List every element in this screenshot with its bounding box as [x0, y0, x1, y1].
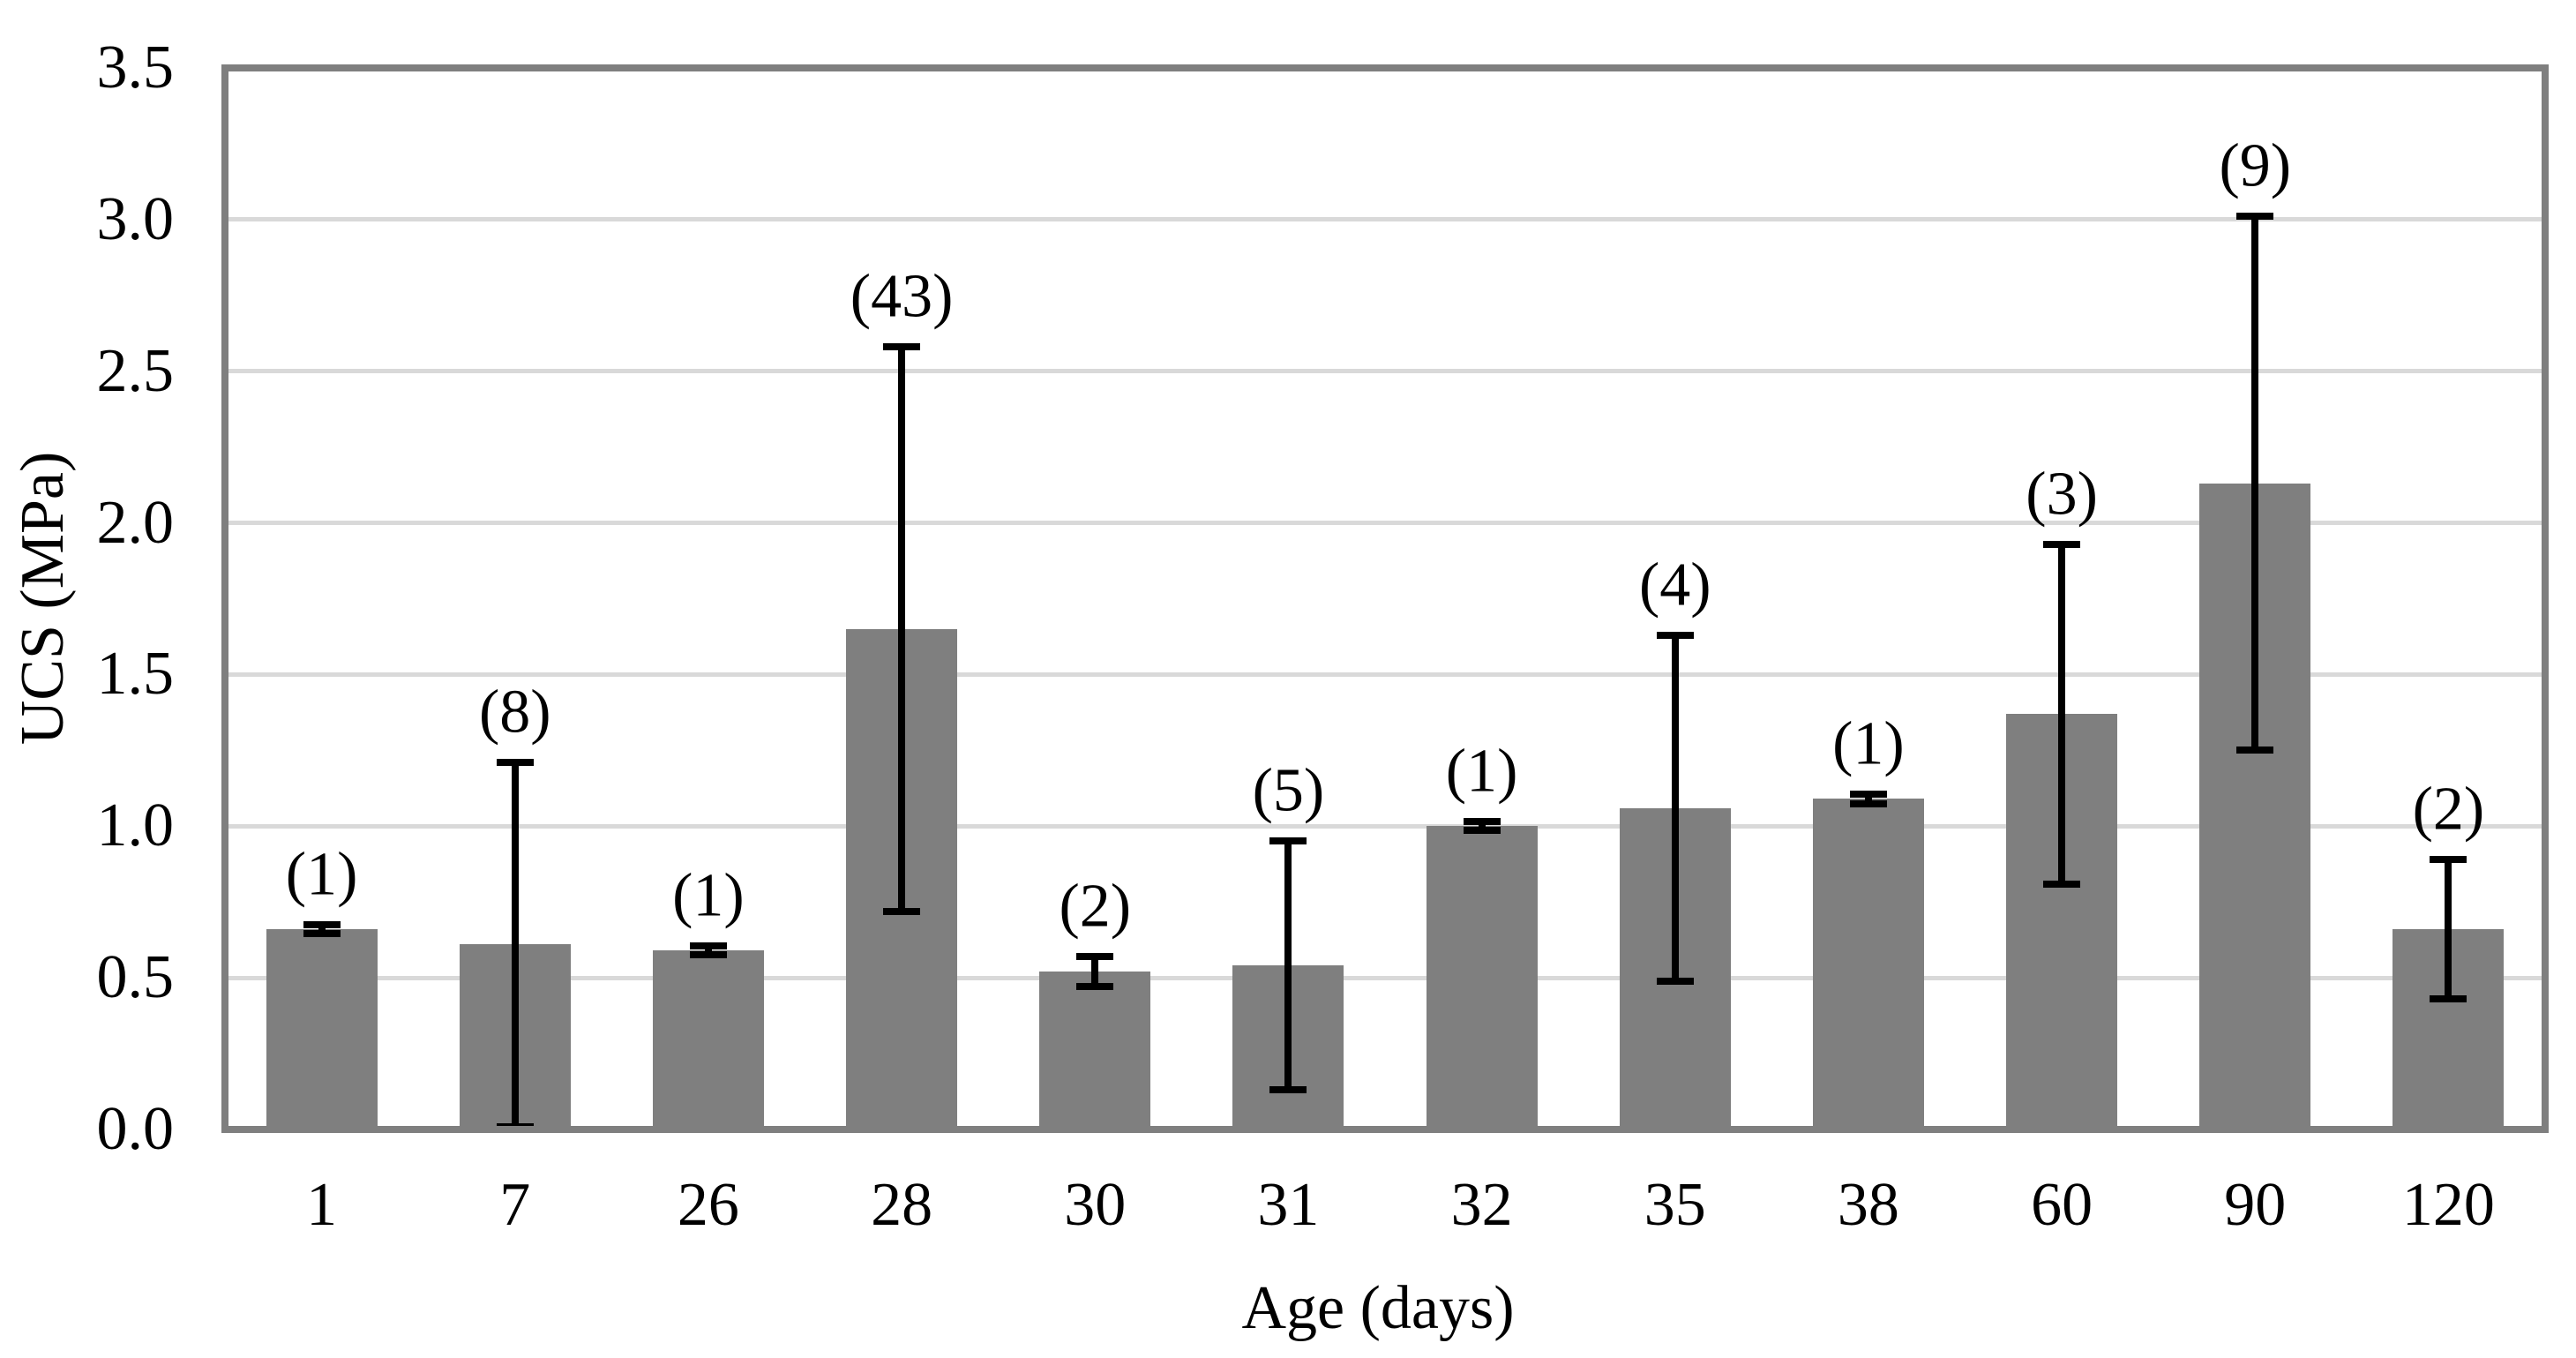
- bar-count-label: (1): [1445, 737, 1518, 806]
- bar-count-label: (1): [285, 840, 358, 909]
- x-tick-label: 35: [1644, 1171, 1706, 1239]
- error-bar-line: [1284, 841, 1292, 1091]
- gridline: [228, 521, 2542, 526]
- y-tick-label: 1.5: [96, 640, 175, 709]
- error-bar-line: [1478, 822, 1486, 831]
- bar-count-label: (4): [1638, 551, 1711, 619]
- bar-count-label: (5): [1252, 756, 1325, 825]
- bar-count-label: (8): [478, 678, 551, 747]
- gridline: [228, 975, 2542, 980]
- error-bar-cap: [303, 930, 341, 938]
- error-bar-cap: [2236, 213, 2274, 221]
- error-bar-line: [704, 946, 712, 956]
- error-bar-line: [2058, 544, 2066, 884]
- bar-count-label: (1): [1832, 709, 1905, 778]
- x-tick-label: 90: [2224, 1171, 2287, 1239]
- error-bar-line: [2445, 859, 2452, 1000]
- bar: [1812, 799, 1924, 1126]
- error-bar-cap: [1463, 818, 1501, 826]
- bar-count-label: (9): [2219, 131, 2292, 200]
- error-bar-cap: [1849, 791, 1887, 799]
- y-tick-label: 0.0: [96, 1095, 175, 1163]
- error-bar-cap: [689, 942, 727, 950]
- gridline: [228, 217, 2542, 222]
- x-tick-label: 32: [1450, 1171, 1513, 1239]
- bar-count-label: (3): [2026, 460, 2098, 529]
- error-bar-cap: [303, 920, 341, 928]
- y-tick-label: 3.5: [96, 34, 175, 101]
- error-bar-line: [898, 347, 906, 912]
- bar-count-label: (2): [1059, 872, 1132, 941]
- bar-count-label: (2): [2412, 775, 2485, 844]
- error-bar-cap: [2043, 540, 2081, 548]
- error-bar-cap: [1656, 631, 1694, 639]
- error-bar-line: [318, 924, 326, 934]
- bar: [652, 950, 764, 1126]
- x-axis-title: Age (days): [1241, 1274, 1515, 1342]
- gridline: [228, 369, 2542, 374]
- error-bar-cap: [1269, 837, 1307, 845]
- error-bar-cap: [2430, 856, 2467, 864]
- error-bar-cap: [1076, 983, 1114, 991]
- y-tick-label: 2.0: [96, 488, 175, 557]
- x-tick-label: 26: [677, 1171, 739, 1239]
- y-tick-label: 0.5: [96, 943, 175, 1012]
- error-bar-cap: [1656, 977, 1694, 985]
- bar: [1039, 972, 1151, 1126]
- x-tick-label: 28: [871, 1171, 933, 1239]
- gridline: [228, 823, 2542, 829]
- plot-border: [221, 64, 2549, 1133]
- error-bar-line: [511, 762, 519, 1127]
- error-bar-cap: [2043, 880, 2081, 888]
- error-bar-line: [1671, 634, 1679, 981]
- error-bar-cap: [689, 951, 727, 959]
- error-bar-cap: [883, 343, 921, 351]
- error-bar-cap: [496, 759, 534, 767]
- error-bar-cap: [1463, 827, 1501, 835]
- x-tick-label: 1: [306, 1171, 338, 1239]
- y-tick-label: 1.0: [96, 792, 175, 860]
- error-bar-cap: [2430, 995, 2467, 1003]
- error-bar-cap: [1076, 953, 1114, 961]
- gridline: [228, 671, 2542, 677]
- error-bar-line: [1091, 957, 1099, 987]
- error-bar-line: [2251, 216, 2259, 751]
- bar-count-label: (1): [672, 861, 745, 930]
- error-bar-cap: [1849, 799, 1887, 807]
- x-tick-label: 30: [1064, 1171, 1127, 1239]
- error-bar-line: [1864, 794, 1872, 804]
- y-tick-label: 2.5: [96, 336, 175, 405]
- error-bar-cap: [2236, 747, 2274, 754]
- bar: [266, 929, 378, 1126]
- bar-count-label: (43): [850, 262, 954, 331]
- y-tick-label: 3.0: [96, 184, 175, 253]
- bar: [1426, 826, 1538, 1126]
- x-tick-label: 38: [1837, 1171, 1899, 1239]
- x-tick-label: 120: [2401, 1171, 2495, 1239]
- x-tick-label: 7: [499, 1171, 531, 1239]
- error-bar-cap: [883, 907, 921, 915]
- x-tick-label: 60: [2031, 1171, 2093, 1239]
- x-tick-label: 31: [1257, 1171, 1320, 1239]
- error-bar-cap: [1269, 1086, 1307, 1094]
